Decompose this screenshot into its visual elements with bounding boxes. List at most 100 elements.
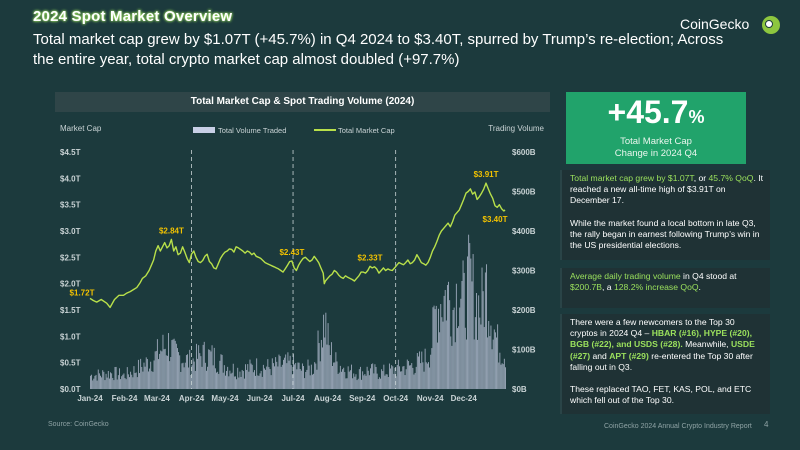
- volume-bar: [446, 285, 448, 389]
- x-tick-label: Jul-24: [281, 394, 305, 403]
- volume-bar: [464, 327, 466, 389]
- volume-bar: [260, 370, 262, 389]
- volume-bar: [185, 355, 187, 389]
- volume-bar: [460, 298, 462, 389]
- volume-bar: [384, 375, 386, 389]
- volume-bar: [500, 364, 502, 389]
- volume-bar: [470, 258, 472, 389]
- volume-bar: [358, 369, 360, 389]
- y-tick-label: $0.5T: [60, 359, 81, 368]
- volume-bar: [149, 368, 151, 389]
- panel3-text4: re-entered the Top 30 after falling out …: [570, 350, 753, 372]
- volume-bar: [444, 290, 446, 389]
- volume-bar: [187, 354, 188, 389]
- volume-bar: [494, 332, 496, 389]
- volume-bar: [322, 347, 323, 389]
- volume-bar: [220, 354, 222, 389]
- volume-bar: [391, 365, 393, 389]
- volume-bar: [297, 362, 299, 389]
- volume-bar: [499, 352, 501, 389]
- volume-bar: [383, 364, 385, 389]
- volume-bar: [235, 376, 236, 389]
- page-number: 4: [764, 420, 769, 429]
- y2-tick-label: $200B: [512, 306, 536, 315]
- volume-bar: [126, 367, 128, 389]
- volume-bar: [221, 354, 223, 389]
- volume-bar: [454, 342, 456, 389]
- volume-bar: [348, 371, 350, 389]
- volume-bar: [304, 378, 306, 389]
- volume-bar: [471, 281, 473, 389]
- volume-bar: [117, 375, 119, 389]
- volume-bar: [496, 337, 497, 389]
- volume-bar: [106, 377, 108, 389]
- volume-bar: [140, 358, 142, 389]
- volume-bar: [395, 376, 397, 389]
- y-tick-label: $3.0T: [60, 227, 81, 236]
- volume-bar: [478, 295, 480, 389]
- volume-bar: [457, 328, 458, 389]
- volume-bar: [396, 364, 398, 389]
- volume-bar: [267, 359, 269, 389]
- volume-bar: [336, 361, 338, 389]
- source-note: Source: CoinGecko: [48, 421, 109, 428]
- volume-bar: [253, 370, 255, 389]
- volume-bar: [202, 344, 204, 389]
- volume-bar: [229, 370, 231, 389]
- volume-bar: [108, 378, 110, 389]
- volume-bar: [343, 367, 345, 389]
- volume-bar: [115, 366, 117, 389]
- volume-bar: [294, 364, 296, 389]
- volume-bar: [373, 373, 375, 389]
- volume-bar: [325, 312, 327, 389]
- volume-bar: [175, 343, 177, 389]
- volume-bar: [223, 365, 225, 389]
- volume-bar: [455, 283, 457, 389]
- y-tick-label: $4.5T: [60, 148, 81, 157]
- volume-bar: [261, 376, 263, 389]
- volume-bar: [313, 373, 315, 389]
- volume-bar: [282, 359, 284, 389]
- volume-bar: [481, 267, 483, 389]
- volume-bar: [129, 377, 130, 389]
- panel3-text1: There were a few newcomers to the Top 30…: [570, 317, 735, 339]
- volume-bar: [459, 307, 461, 389]
- volume-bar: [251, 364, 253, 389]
- volume-bar: [317, 330, 319, 389]
- volume-bar: [370, 368, 371, 389]
- y2-tick-label: $400B: [512, 227, 536, 236]
- volume-bar: [150, 361, 152, 389]
- footer-report-name: CoinGecko 2024 Annual Crypto Industry Re…: [604, 423, 752, 430]
- volume-bar: [405, 369, 407, 389]
- volume-bar: [462, 260, 464, 389]
- volume-bar: [127, 374, 129, 389]
- volume-bar: [463, 272, 465, 389]
- volume-bar: [492, 339, 494, 389]
- volume-bar: [498, 362, 500, 389]
- volume-bar: [195, 343, 197, 389]
- volume-bar: [342, 369, 344, 389]
- volume-bar: [142, 371, 144, 389]
- volume-bar: [137, 359, 139, 389]
- volume-bar: [326, 344, 328, 389]
- volume-bar: [319, 361, 321, 389]
- volume-bar: [316, 369, 318, 389]
- kpi-card: +45.7% Total Market Cap Change in 2024 Q…: [566, 92, 746, 164]
- volume-bar: [279, 356, 281, 389]
- logo-text: CoinGecko: [680, 16, 750, 32]
- chart-title: Total Market Cap & Spot Trading Volume (…: [190, 96, 415, 107]
- x-tick-label: Dec-24: [451, 394, 478, 403]
- volume-bar: [392, 366, 394, 389]
- annotation-label: $2.33T: [358, 253, 383, 262]
- kpi-suffix: %: [688, 107, 705, 127]
- volume-bar: [461, 280, 463, 389]
- annotation-label: $2.84T: [159, 226, 184, 235]
- panel3-coin-apt: APT (#29): [609, 350, 649, 361]
- volume-bar: [119, 368, 120, 389]
- volume-bar: [102, 370, 104, 389]
- x-tick-label: Sep-24: [349, 394, 376, 403]
- annotation-label: $1.72T: [70, 288, 95, 297]
- volume-bar: [465, 339, 467, 389]
- volume-bar: [359, 366, 361, 389]
- volume-bar: [180, 371, 182, 389]
